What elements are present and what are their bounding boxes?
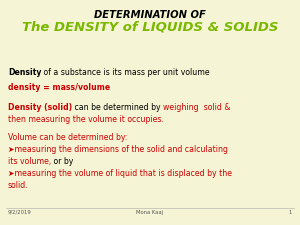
- Text: ➤measuring the dimensions of the solid and calculating: ➤measuring the dimensions of the solid a…: [8, 145, 228, 154]
- Text: Density: Density: [8, 68, 41, 77]
- Text: weighing  solid &: weighing solid &: [163, 103, 231, 112]
- Text: The DENSITY of LIQUIDS & SOLIDS: The DENSITY of LIQUIDS & SOLIDS: [22, 21, 278, 34]
- Text: Volume can be determined by:: Volume can be determined by:: [8, 133, 127, 142]
- Text: Mona Kaaj: Mona Kaaj: [136, 210, 164, 215]
- Text: 1: 1: [289, 210, 292, 215]
- Text: or by: or by: [51, 157, 74, 166]
- Text: 9/2/2019: 9/2/2019: [8, 210, 32, 215]
- Text: its volume,: its volume,: [8, 157, 51, 166]
- Text: solid.: solid.: [8, 181, 29, 190]
- Text: density = mass/volume: density = mass/volume: [8, 83, 110, 92]
- Text: ➤measuring the volume of liquid that is displaced by the: ➤measuring the volume of liquid that is …: [8, 169, 232, 178]
- Text: then measuring the volume it occupies.: then measuring the volume it occupies.: [8, 115, 164, 124]
- Text: of a substance is its mass per unit volume: of a substance is its mass per unit volu…: [41, 68, 210, 77]
- Text: can be determined by: can be determined by: [72, 103, 163, 112]
- Text: DETERMINATION OF: DETERMINATION OF: [94, 10, 206, 20]
- Text: Density (solid): Density (solid): [8, 103, 72, 112]
